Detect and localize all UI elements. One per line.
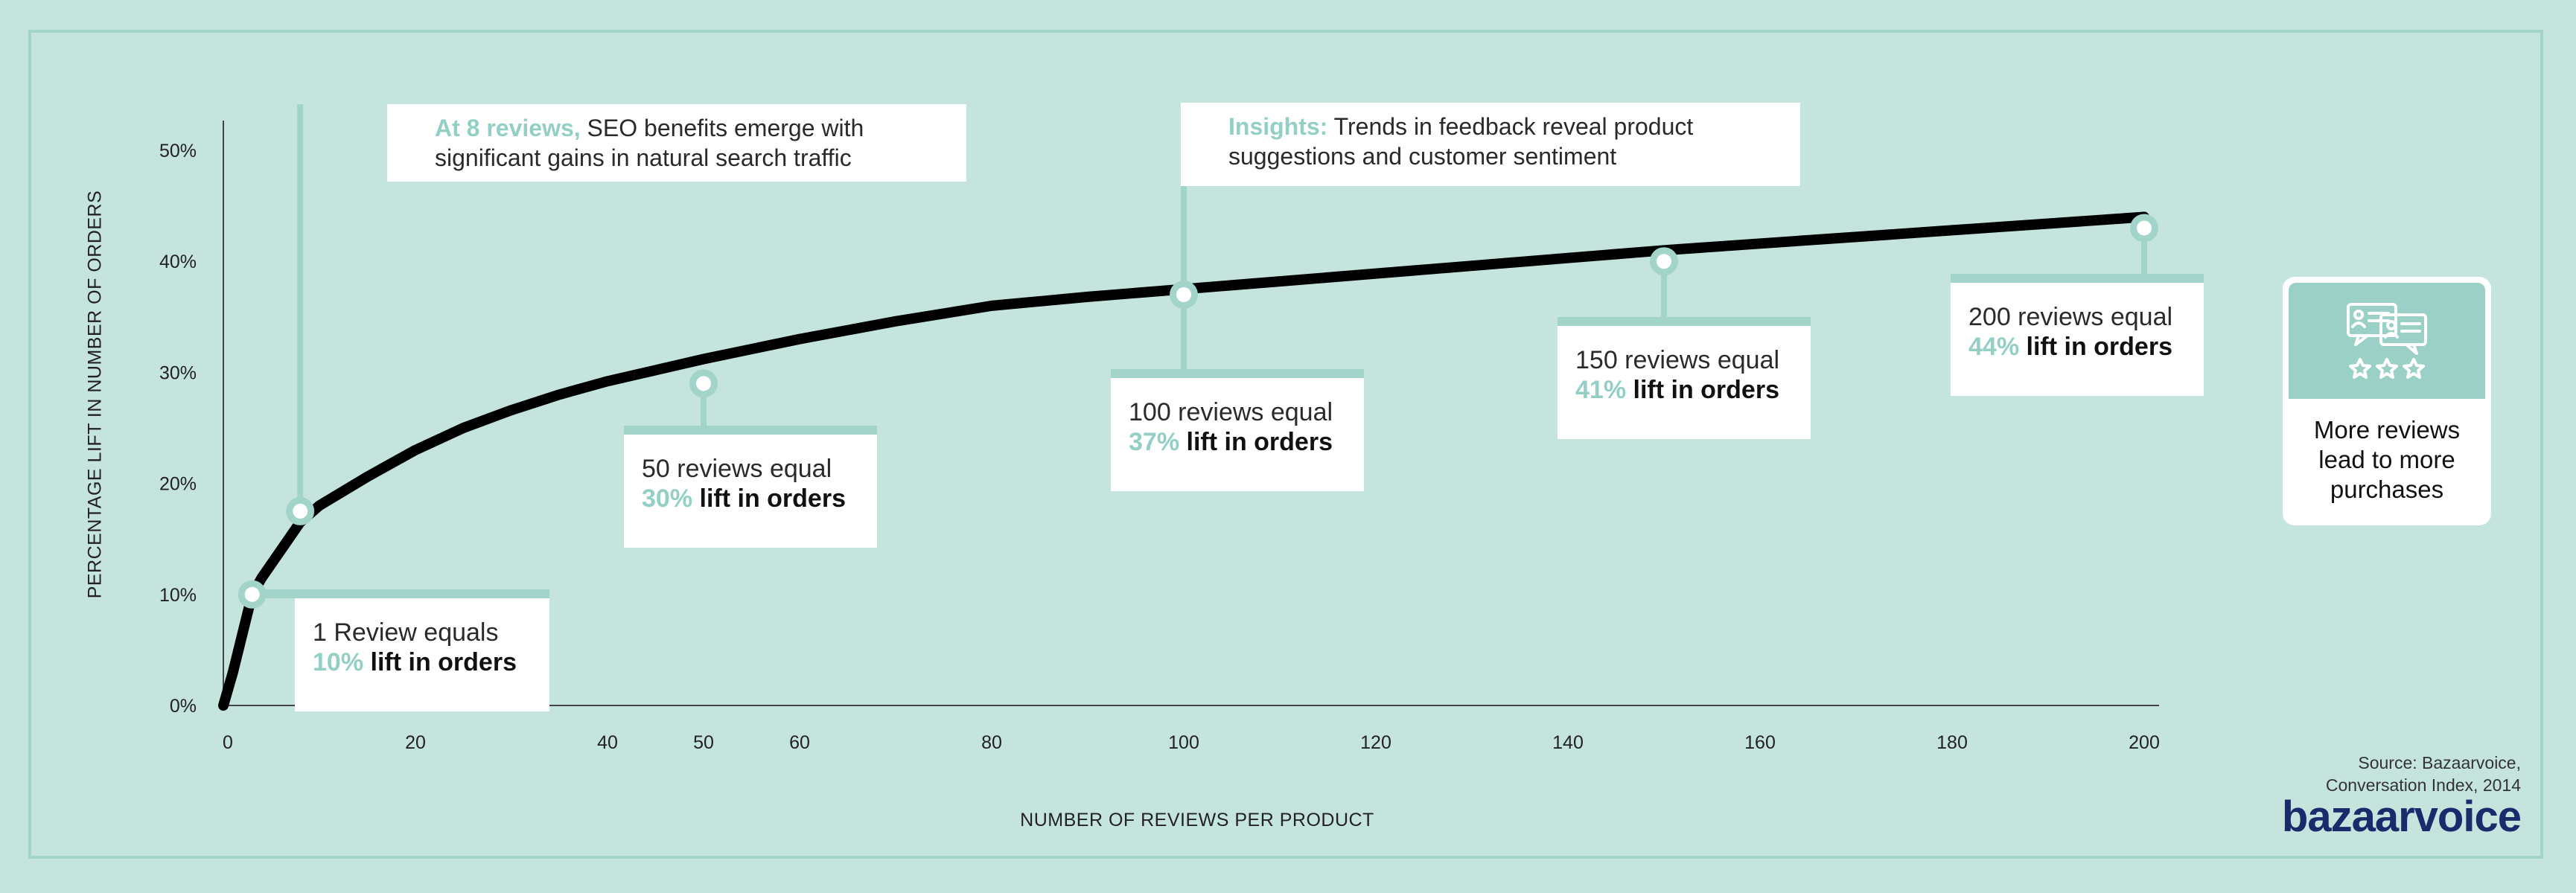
y-tick-label: 10% (159, 585, 197, 606)
x-tick-label: 120 (1360, 732, 1391, 753)
callout-1-line1: 1 Review equals (313, 618, 499, 647)
data-point (1657, 254, 1671, 269)
data-point (244, 586, 260, 602)
y-tick-label: 50% (159, 141, 197, 161)
x-tick-label: 40 (597, 732, 618, 753)
note-seo: At 8 reviews, SEO benefits emerge with s… (387, 104, 966, 182)
x-tick-label: 80 (981, 732, 1002, 753)
bazaarvoice-logo: bazaarvoice (2281, 793, 2522, 841)
x-tick-label: 200 (2129, 732, 2160, 753)
note-insights: Insights: Trends in feedback reveal prod… (1181, 103, 1800, 186)
callout-200-tail: lift in orders (2026, 333, 2172, 361)
note-insights-line2: suggestions and customer sentiment (1228, 143, 1617, 170)
callout-150-tail: lift in orders (1633, 376, 1779, 404)
callout-150-line1: 150 reviews equal (1575, 346, 1780, 374)
callout-200-pct: 44% (1968, 333, 2020, 361)
callout-150-reviews: 150 reviews equal 41% lift in orders (1558, 317, 1811, 439)
note-seo-line1: SEO benefits emerge with (587, 115, 864, 141)
callout-50-pct: 30% (642, 484, 693, 513)
x-tick-label: 20 (405, 732, 426, 753)
x-axis-title: NUMBER OF REVIEWS PER PRODUCT (1020, 810, 1374, 830)
callout-200-reviews: 200 reviews equal 44% lift in orders (1951, 274, 2204, 396)
callout-100-pct: 37% (1129, 428, 1180, 456)
callout-1-tail: lift in orders (370, 648, 517, 676)
x-tick-label: 140 (1552, 732, 1584, 753)
x-tick-label: 100 (1168, 732, 1199, 753)
source-note: Source: Bazaarvoice, Conversation Index,… (2326, 752, 2521, 796)
callout-100-tail: lift in orders (1186, 428, 1333, 456)
data-point (1176, 287, 1191, 302)
highlight-points (237, 214, 2158, 609)
y-tick-label: 30% (159, 362, 197, 383)
y-tick-label: 0% (170, 696, 197, 717)
callout-1-pct: 10% (313, 648, 364, 676)
note-insights-lead: Insights: (1228, 113, 1328, 140)
card-text: More reviews lead to more purchases (2313, 416, 2461, 503)
callout-50-tail: lift in orders (699, 484, 846, 513)
callout-100-reviews: 100 reviews equal 37% lift in orders (1111, 369, 1364, 491)
data-point (696, 376, 711, 391)
callout-100-line1: 100 reviews equal (1129, 398, 1333, 426)
review-chat-stars-icon (2347, 303, 2427, 379)
y-tick-label: 40% (159, 252, 197, 272)
data-point (293, 503, 308, 519)
callout-150-pct: 41% (1575, 376, 1627, 404)
note-insights-line1: Trends in feedback reveal product (1333, 113, 1694, 140)
source-line-2: Conversation Index, 2014 (2325, 775, 2521, 795)
callout-200-line1: 200 reviews equal (1968, 303, 2173, 331)
chart-frame (28, 30, 2543, 859)
card-header (2289, 283, 2485, 399)
y-tick-label: 20% (159, 474, 197, 495)
x-tick-label: 50 (693, 732, 714, 753)
note-seo-line2: significant gains in natural search traf… (435, 144, 852, 171)
x-tick-label: 60 (789, 732, 810, 753)
insight-card: More reviews lead to more purchases (2283, 277, 2491, 525)
callout-1-review: 1 Review equals 10% lift in orders (295, 589, 549, 711)
note-seo-lead: At 8 reviews, (435, 115, 581, 141)
source-line-1: Source: Bazaarvoice, (2358, 753, 2521, 772)
data-point (2137, 220, 2152, 236)
callout-50-reviews: 50 reviews equal 30% lift in orders (624, 426, 877, 548)
x-tick-label: 180 (1936, 732, 1968, 753)
callout-50-line1: 50 reviews equal (642, 455, 832, 483)
x-tick-label: 160 (1744, 732, 1776, 753)
x-tick-label: 0 (223, 732, 233, 753)
y-axis-title: PERCENTAGE LIFT IN NUMBER OF ORDERS (84, 190, 106, 599)
